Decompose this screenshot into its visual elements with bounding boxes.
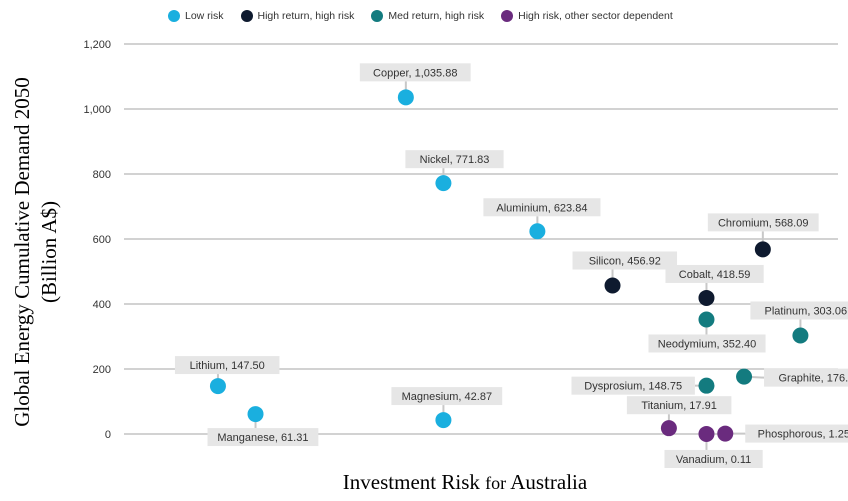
data-label: Neodymium, 352.40 [658, 338, 756, 350]
data-label: Cobalt, 418.59 [679, 269, 751, 281]
legend-label: Low risk [185, 10, 224, 22]
data-point-neodymium [698, 311, 715, 328]
data-point-nickel [435, 175, 452, 192]
data-label-box [707, 213, 819, 232]
data-label-box [648, 334, 766, 353]
data-label-box [359, 63, 471, 82]
legend-item: High return, high risk [240, 10, 355, 22]
legend-item: High risk, other sector dependent [501, 10, 673, 22]
data-point-aluminium [529, 223, 546, 240]
x-axis-label: Investment Risk for Australia [92, 470, 838, 495]
y-tick-label: 0 [105, 429, 111, 441]
data-label: Nickel, 771.83 [420, 154, 490, 166]
data-label: Phosphorous, 1.25 [758, 429, 848, 441]
y-tick-label: 200 [93, 364, 111, 376]
y-tick-label: 400 [93, 299, 111, 311]
data-label-box [483, 198, 601, 217]
data-label: Titanium, 17.91 [641, 400, 716, 412]
data-point-vanadium [698, 425, 715, 442]
data-point-silicon [604, 277, 621, 294]
data-point-platinum [792, 327, 809, 344]
data-label-box [405, 150, 504, 169]
data-label-box [391, 387, 503, 406]
legend-item: Low risk [168, 10, 224, 22]
data-point-magnesium [435, 412, 452, 429]
data-label: Chromium, 568.09 [718, 217, 809, 229]
data-label-box [764, 368, 848, 387]
legend-item: Med return, high risk [371, 10, 484, 22]
y-tick-label: 1,000 [83, 104, 111, 116]
y-tick-label: 1,200 [83, 39, 111, 51]
data-label: Lithium, 147.50 [190, 360, 265, 372]
data-point-copper [397, 89, 414, 106]
data-label: Platinum, 303.06 [765, 306, 848, 318]
data-point-chromium [754, 241, 771, 258]
data-point-phosphorous [717, 425, 734, 442]
data-point-manganese [247, 406, 264, 423]
data-label-box [750, 301, 848, 320]
data-label-box [745, 424, 848, 443]
legend-marker [240, 10, 253, 22]
y-tick-label: 600 [93, 234, 111, 246]
data-point-cobalt [698, 289, 715, 306]
data-label: Dysprosium, 148.75 [584, 381, 682, 393]
data-label: Copper, 1,035.88 [373, 67, 457, 79]
legend-marker [371, 10, 384, 22]
data-label-box [572, 251, 678, 270]
data-point-dysprosium [698, 377, 715, 394]
legend-label: Med return, high risk [388, 10, 485, 22]
legend-label: High return, high risk [257, 10, 355, 22]
x-axis-label-small: for [485, 473, 507, 493]
data-label: Aluminium, 623.84 [496, 202, 587, 214]
data-label: Manganese, 61.31 [217, 432, 308, 444]
data-label: Vanadium, 0.11 [676, 454, 751, 466]
data-label-box [664, 449, 763, 468]
data-label-box [626, 396, 732, 415]
data-label-box [174, 356, 280, 375]
data-point-graphite [736, 368, 753, 385]
x-axis-label-main: Investment Risk [342, 470, 480, 494]
data-label-box [665, 264, 764, 283]
legend-label: High risk, other sector dependent [518, 10, 673, 22]
data-label: Magnesium, 42.87 [402, 391, 493, 403]
data-label: Graphite, 176.47 [778, 373, 848, 385]
legend-marker [168, 10, 180, 22]
legend-marker [501, 10, 514, 22]
data-label-box [207, 428, 319, 447]
data-point-titanium [660, 420, 677, 437]
data-point-lithium [209, 378, 226, 395]
x-axis-label-end: Australia [510, 470, 588, 494]
data-label: Silicon, 456.92 [589, 256, 661, 268]
data-label-box [571, 376, 695, 395]
chart-legend: Low risk High return, high risk Med return… [168, 10, 673, 22]
y-tick-label: 800 [93, 169, 111, 181]
